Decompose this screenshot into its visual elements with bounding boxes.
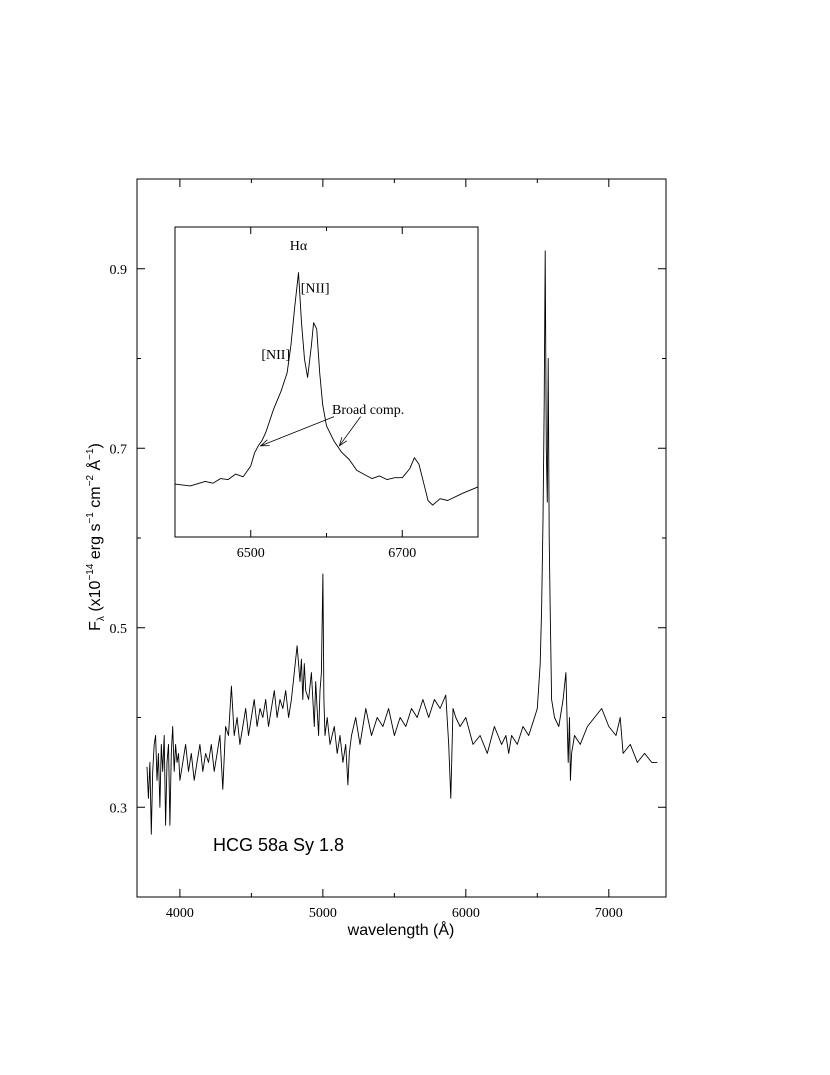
main-axis-ticks: 4000 5000 6000 7000 0.3 0.5 0.7 0.9 <box>110 178 666 921</box>
inset-halpha-plot: 6500 6700 Hα [NII] [NII] Broad comp. <box>174 226 479 561</box>
main-spectrum-line <box>146 250 658 835</box>
y-title-exp4: −1 <box>85 448 96 460</box>
broad-comp-arrow-head <box>338 437 348 447</box>
inset-annotations: Hα [NII] [NII] Broad comp. <box>259 239 404 447</box>
x-tick-label: 5000 <box>309 906 337 921</box>
inset-annotation: Broad comp. <box>332 403 404 418</box>
y-title-u2: cm <box>87 486 104 512</box>
y-tick-label: 0.3 <box>110 801 128 816</box>
y-tick-label: 0.7 <box>110 442 128 457</box>
y-tick-label: 0.9 <box>110 263 128 278</box>
y-title-exp1: −14 <box>85 563 96 580</box>
inset-spectrum-line <box>174 272 479 506</box>
broad-comp-arrow-head <box>259 439 270 447</box>
inset-x-tick-label: 6700 <box>388 546 416 561</box>
y-title-u3: Å <box>85 460 104 475</box>
inset-x-tick-label: 6500 <box>237 546 265 561</box>
broad-comp-arrow-line <box>339 416 361 447</box>
inset-annotation: Hα <box>290 239 308 254</box>
y-title-exp3: −2 <box>85 475 96 487</box>
y-title-prefix: (x10 <box>87 580 104 616</box>
galaxy-label: HCG 58a Sy 1.8 <box>213 835 344 855</box>
y-axis-title: Fλ (x10−14 erg s−1 cm−2 Å−1) <box>85 443 107 631</box>
y-title-u1: erg s <box>87 524 104 564</box>
y-title-sub: λ <box>96 616 107 621</box>
x-tick-label: 6000 <box>452 906 480 921</box>
inset-plot-frame <box>174 226 479 538</box>
y-title-exp2: −1 <box>85 512 96 524</box>
y-title-close: ) <box>87 443 104 448</box>
x-axis-title: wavelength (Å) <box>347 920 455 939</box>
y-title-base: F <box>87 621 104 631</box>
main-spectrum-plot: 4000 5000 6000 7000 0.3 0.5 0.7 0.9 HCG 58a Sy … <box>85 178 667 939</box>
x-tick-label: 4000 <box>166 906 194 921</box>
y-tick-label: 0.5 <box>110 622 128 637</box>
inset-axis-ticks: 6500 6700 <box>237 227 416 561</box>
inset-annotation: [NII] <box>301 282 330 297</box>
x-tick-label: 7000 <box>595 906 623 921</box>
inset-annotation: [NII] <box>261 348 290 363</box>
broad-comp-arrow-line <box>260 416 335 447</box>
